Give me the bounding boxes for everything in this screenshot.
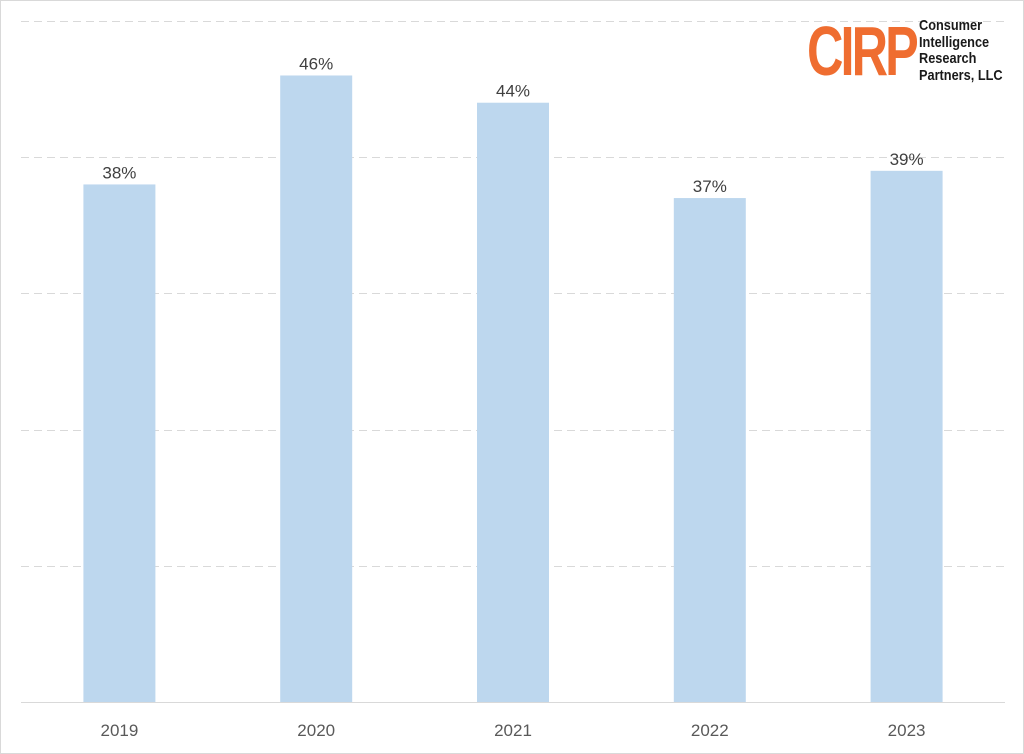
data-label-2023: 39%: [890, 150, 924, 169]
data-label-2022: 37%: [693, 177, 727, 196]
logo-line-3: Research: [919, 50, 977, 67]
data-label-2020: 46%: [299, 54, 333, 73]
x-tick-label-2020: 2020: [297, 721, 335, 740]
x-tick-label-2019: 2019: [100, 721, 138, 740]
logo-line-4: Partners, LLC: [919, 66, 1003, 84]
logo-company-name: Consumer Intelligence Research Partners,…: [919, 17, 1003, 84]
bar-2020: [280, 75, 353, 703]
cirp-logo: CIRP Consumer Intelligence Research Part…: [807, 15, 1017, 87]
x-tick-label-2023: 2023: [888, 721, 926, 740]
data-label-2019: 38%: [102, 163, 136, 182]
logo-line-1: Consumer: [919, 17, 983, 34]
gridlines: [21, 21, 1005, 703]
bars: [83, 75, 943, 703]
x-axis-tick-labels: 2019 2020 2021 2022 2023: [100, 721, 925, 740]
x-tick-label-2022: 2022: [691, 721, 729, 740]
logo-line-2: Intelligence: [919, 33, 990, 51]
x-tick-label-2021: 2021: [494, 721, 532, 740]
bar-2022: [673, 198, 746, 702]
data-labels: 38% 46% 44% 37% 39%: [102, 54, 923, 196]
data-label-2021: 44%: [496, 82, 530, 101]
bar-2019: [83, 184, 156, 702]
logo-mark: CIRP: [807, 12, 919, 90]
bar-2023: [870, 170, 943, 702]
bar-2021: [477, 102, 549, 703]
